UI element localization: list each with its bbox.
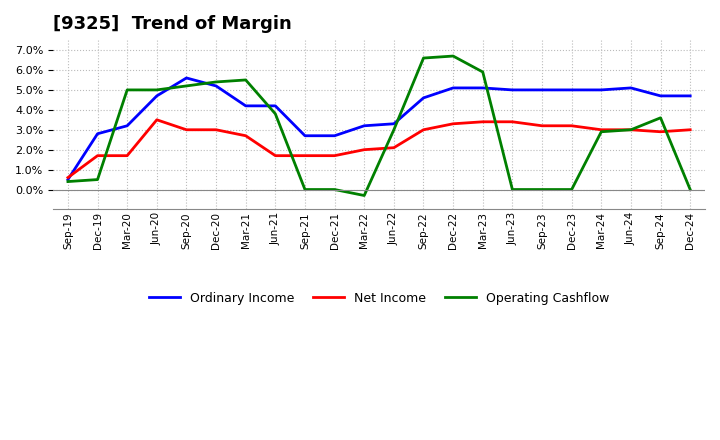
Line: Net Income: Net Income [68,120,690,178]
Operating Cashflow [656,115,665,121]
Operating Cashflow [63,179,72,184]
Ordinary Income [597,87,606,92]
Net Income [686,127,695,132]
Net Income [360,147,369,152]
Operating Cashflow [330,187,339,192]
Ordinary Income [93,131,102,136]
Ordinary Income [479,85,487,91]
Operating Cashflow [271,111,279,117]
Operating Cashflow [301,187,310,192]
Ordinary Income [686,93,695,99]
Net Income [626,127,635,132]
Net Income [330,153,339,158]
Ordinary Income [360,123,369,128]
Legend: Ordinary Income, Net Income, Operating Cashflow: Ordinary Income, Net Income, Operating C… [143,287,615,310]
Net Income [271,153,279,158]
Net Income [212,127,220,132]
Operating Cashflow [93,177,102,182]
Net Income [93,153,102,158]
Net Income [567,123,576,128]
Net Income [479,119,487,125]
Line: Operating Cashflow: Operating Cashflow [68,56,690,195]
Ordinary Income [301,133,310,139]
Operating Cashflow [449,53,457,59]
Net Income [241,133,250,139]
Net Income [508,119,517,125]
Operating Cashflow [626,127,635,132]
Ordinary Income [63,177,72,182]
Operating Cashflow [241,77,250,83]
Ordinary Income [212,83,220,88]
Operating Cashflow [597,129,606,134]
Operating Cashflow [567,187,576,192]
Net Income [449,121,457,126]
Operating Cashflow [153,87,161,92]
Net Income [597,127,606,132]
Ordinary Income [656,93,665,99]
Net Income [301,153,310,158]
Net Income [182,127,191,132]
Operating Cashflow [360,193,369,198]
Net Income [153,117,161,122]
Operating Cashflow [419,55,428,61]
Net Income [538,123,546,128]
Ordinary Income [123,123,132,128]
Operating Cashflow [508,187,517,192]
Net Income [63,175,72,180]
Operating Cashflow [686,187,695,192]
Net Income [123,153,132,158]
Text: [9325]  Trend of Margin: [9325] Trend of Margin [53,15,292,33]
Operating Cashflow [182,83,191,88]
Operating Cashflow [538,187,546,192]
Ordinary Income [330,133,339,139]
Ordinary Income [390,121,398,126]
Ordinary Income [182,75,191,81]
Net Income [390,145,398,150]
Net Income [419,127,428,132]
Operating Cashflow [390,127,398,132]
Ordinary Income [449,85,457,91]
Ordinary Income [241,103,250,109]
Operating Cashflow [123,87,132,92]
Ordinary Income [508,87,517,92]
Ordinary Income [567,87,576,92]
Ordinary Income [271,103,279,109]
Ordinary Income [538,87,546,92]
Ordinary Income [419,95,428,100]
Operating Cashflow [479,70,487,75]
Line: Ordinary Income: Ordinary Income [68,78,690,180]
Net Income [656,129,665,134]
Operating Cashflow [212,79,220,84]
Ordinary Income [626,85,635,91]
Ordinary Income [153,93,161,99]
